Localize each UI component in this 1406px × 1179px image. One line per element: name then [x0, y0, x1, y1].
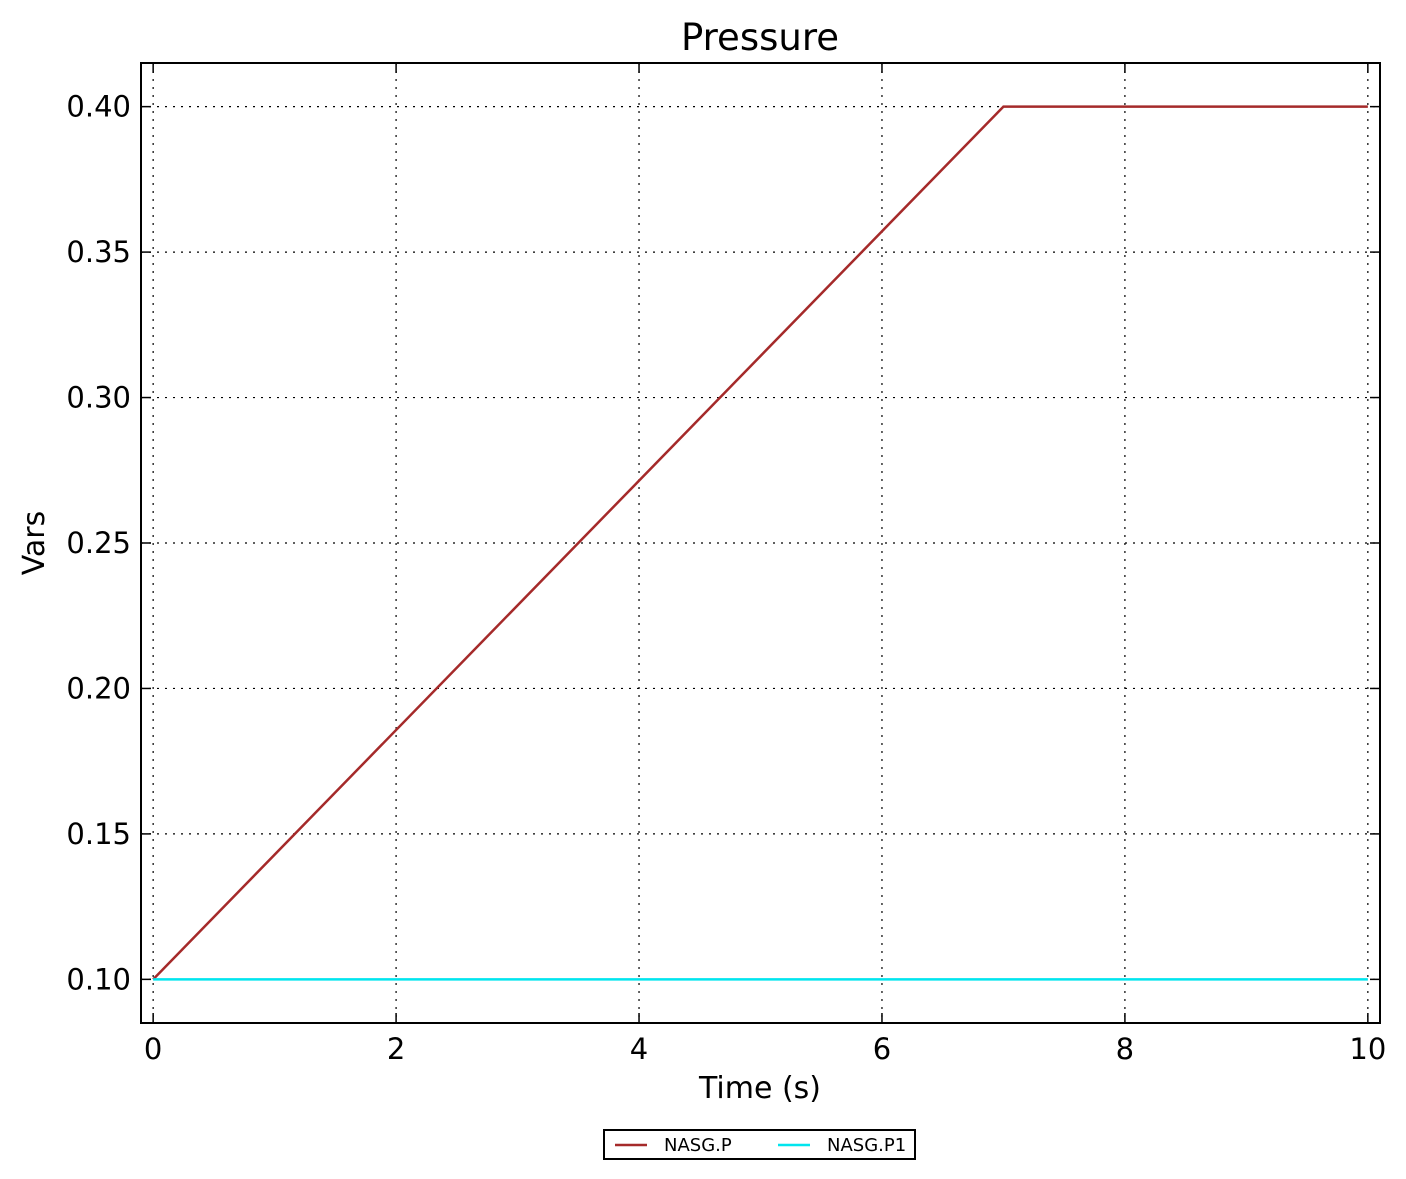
x-tick-label: 2 [387, 1032, 405, 1066]
y-axis-label: Vars [17, 511, 52, 576]
y-tick-label: 0.10 [66, 962, 131, 996]
series-line-nasg-p [152, 105, 1368, 981]
series-layer [152, 105, 1368, 981]
ticks: 0 2 4 6 8 10 0.10 0.15 0.20 0.25 0.30 0.35 0.40 [66, 63, 1386, 1066]
y-tick-label: 0.30 [66, 381, 131, 415]
x-tick-label: 6 [873, 1032, 891, 1066]
legend-label: NASG.P [664, 1135, 732, 1156]
legend-frame [603, 1129, 916, 1160]
x-tick-label: 10 [1349, 1032, 1386, 1066]
x-axis-label: Time (s) [698, 1071, 821, 1106]
grid [141, 63, 1380, 1023]
chart-title: Pressure [681, 16, 839, 59]
y-tick-label: 0.15 [66, 817, 131, 851]
y-tick-label: 0.35 [66, 235, 131, 269]
x-tick-label: 0 [144, 1032, 162, 1066]
x-tick-label: 4 [630, 1032, 648, 1066]
legend-label: NASG.P1 [827, 1135, 906, 1156]
y-tick-label: 0.20 [66, 671, 131, 705]
x-tick-label: 8 [1116, 1032, 1134, 1066]
y-tick-label: 0.25 [66, 526, 131, 560]
y-tick-label: 0.40 [66, 90, 131, 124]
legend: NASG.P NASG.P1 [603, 1129, 916, 1160]
